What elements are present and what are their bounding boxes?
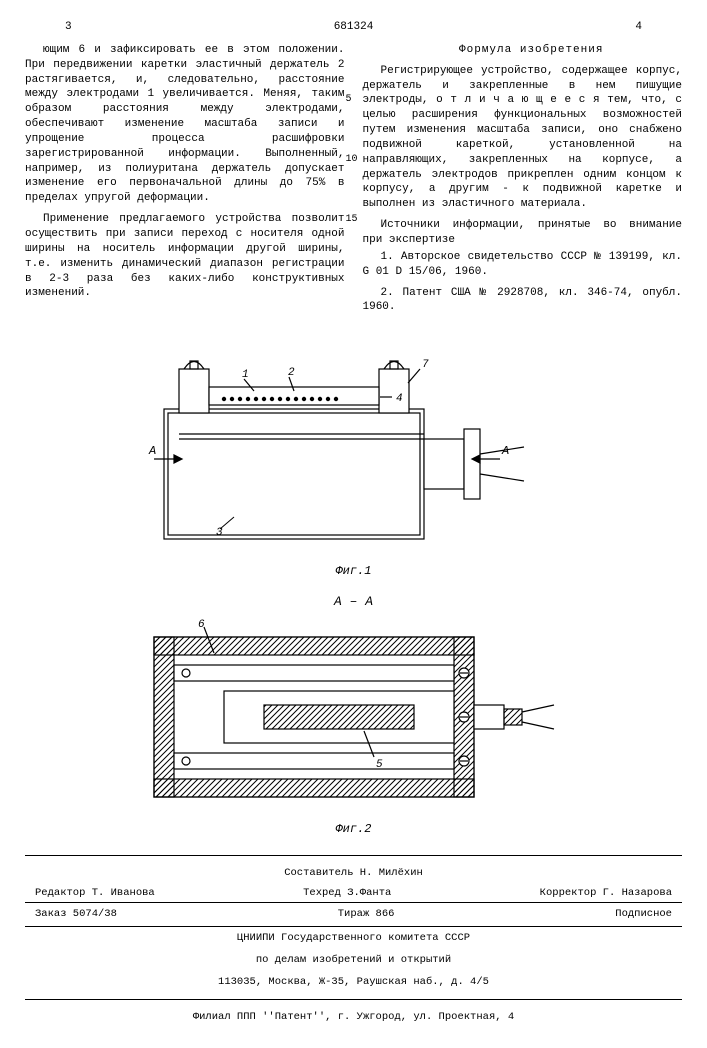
- figures-block: 1 2 7 4 3 А А Фиг.1 А – А: [25, 339, 682, 837]
- techred: Техред З.Фанта: [303, 886, 391, 900]
- line-marker-15: 15: [346, 213, 358, 227]
- fig1-caption: Фиг.1: [25, 563, 682, 579]
- order: Заказ 5074/38: [35, 907, 117, 921]
- org-line-2: по делам изобретений и открытий: [25, 949, 682, 971]
- line-marker-5: 5: [346, 93, 352, 107]
- page-header: 3 681324 4: [25, 20, 682, 35]
- corrector: Корректор Г. Назарова: [540, 886, 672, 900]
- source-1: 1. Авторское свидетельство СССР № 139199…: [363, 250, 683, 280]
- formula-title: Формула изобретения: [363, 43, 683, 58]
- figure-2: 6 5: [114, 617, 594, 817]
- fig1-label-4: 4: [396, 393, 403, 405]
- figure-1: 1 2 7 4 3 А А: [124, 339, 584, 559]
- source-2: 2. Патент США № 2928708, кл. 346-74, опу…: [363, 286, 683, 316]
- line-marker-10: 10: [346, 153, 358, 167]
- editor: Редактор Т. Иванова: [35, 886, 155, 900]
- podpisnoe: Подписное: [615, 907, 672, 921]
- right-column: Формула изобретения Регистрирующее устро…: [363, 43, 683, 321]
- text-columns: ющим 6 и зафиксировать ее в этом положен…: [25, 43, 682, 321]
- fig2-label-5: 5: [376, 759, 383, 771]
- sources-title: Источники информации, принятые во вниман…: [363, 218, 683, 248]
- fig1-label-7: 7: [422, 359, 429, 371]
- fig1-A-right: А: [501, 444, 509, 458]
- credits-block: Составитель Н. Милёхин Редактор Т. Ивано…: [25, 855, 682, 1028]
- patent-number: 681324: [334, 20, 374, 35]
- filial: Филиал ППП ''Патент'', г. Ужгород, ул. П…: [25, 1006, 682, 1028]
- address: 113035, Москва, Ж-35, Раушская наб., д. …: [25, 971, 682, 993]
- fig1-label-1: 1: [242, 369, 249, 381]
- page-number-right: 4: [635, 20, 642, 35]
- fig1-A-left: А: [148, 444, 156, 458]
- org-line-1: ЦНИИПИ Государственного комитета СССР: [25, 927, 682, 949]
- compiler: Составитель Н. Милёхин: [25, 862, 682, 884]
- right-para-1: Регистрирующее устройство, содержащее ко…: [363, 64, 683, 212]
- tirazh: Тираж 866: [338, 907, 395, 921]
- fig2-label-6: 6: [198, 619, 205, 631]
- left-para-2: Применение предлагаемого устройства позв…: [25, 212, 345, 301]
- left-column: ющим 6 и зафиксировать ее в этом положен…: [25, 43, 345, 321]
- fig1-label-2: 2: [288, 367, 295, 379]
- page-number-left: 3: [65, 20, 72, 35]
- left-para-1: ющим 6 и зафиксировать ее в этом положен…: [25, 43, 345, 206]
- fig2-caption: Фиг.2: [25, 821, 682, 837]
- section-label: А – А: [25, 593, 682, 611]
- fig1-label-3: 3: [216, 527, 223, 539]
